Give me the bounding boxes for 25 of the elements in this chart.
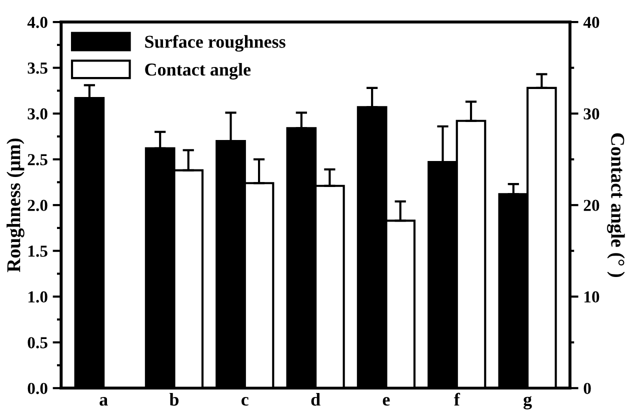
x-tick-label: g	[524, 396, 532, 410]
y-tick-label: 0.5	[28, 337, 48, 348]
y-tick-label: 3.5	[28, 62, 48, 74]
x-tick-label: c	[242, 397, 248, 406]
y2-tick-label: 30	[584, 108, 600, 120]
y2-tick-label: 40	[583, 16, 600, 28]
y-tick-label: 2.5	[28, 154, 48, 166]
legend-label: Contact angle	[145, 62, 251, 80]
x-tick-label: a	[100, 397, 108, 406]
y2-tick-label: 10	[584, 291, 600, 303]
y2-tick-label: 20	[584, 200, 600, 212]
y2-tick-label: 0	[584, 382, 591, 394]
x-tick-label: e	[382, 397, 390, 406]
y-tick-label: 2.0	[28, 200, 48, 212]
y2-axis-title: Contact angle (° )	[607, 133, 625, 277]
legend-label: Surface roughness	[145, 34, 286, 52]
y-tick-label: 1.0	[28, 291, 48, 303]
y-tick-label: 4.0	[27, 16, 48, 28]
x-tick-label: b	[169, 392, 179, 406]
x-tick-label: f	[454, 392, 460, 406]
y-tick-label: 3.0	[28, 108, 48, 120]
x-tick-label: d	[311, 392, 320, 406]
y-axis-title: Roughness (μm)	[6, 138, 24, 272]
y-tick-label: 1.5	[28, 246, 48, 257]
y-tick-label: 0.0	[28, 382, 48, 394]
